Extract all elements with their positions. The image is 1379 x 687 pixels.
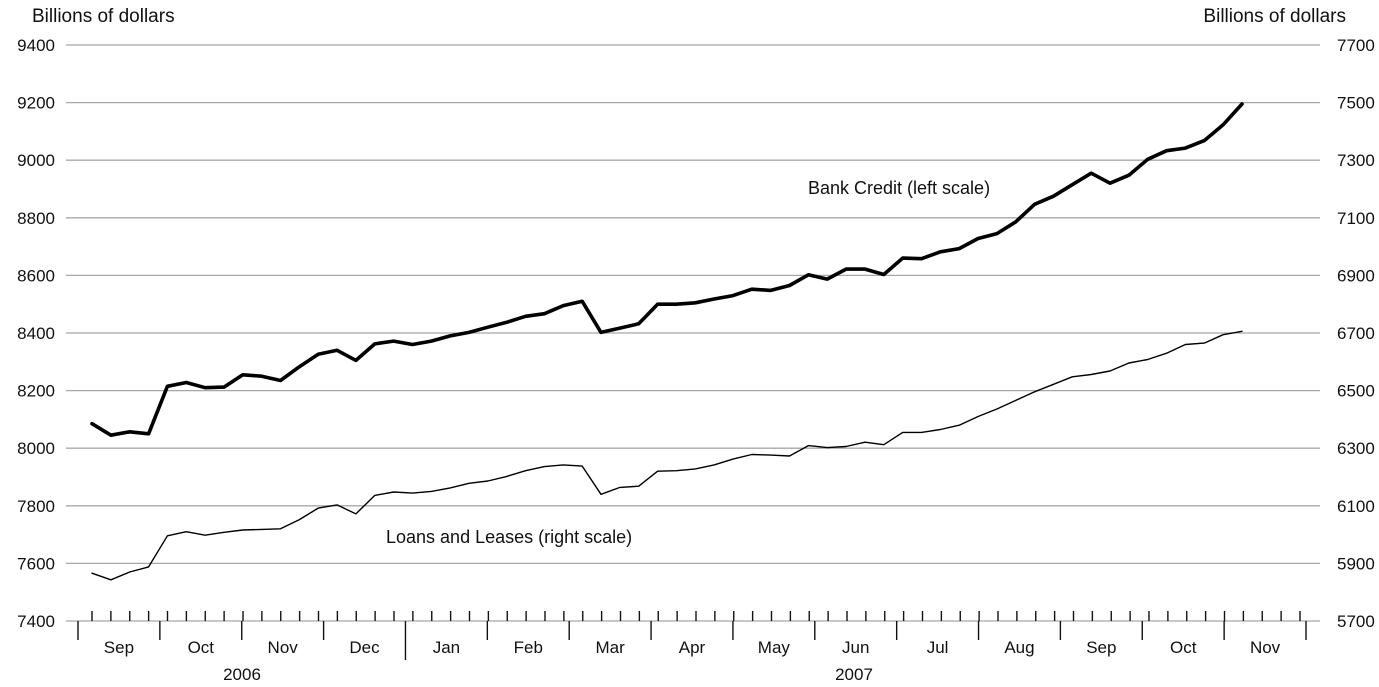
month-label: Mar [595, 638, 625, 657]
month-label: Oct [1170, 638, 1197, 657]
left-tick-label: 8000 [17, 439, 55, 458]
month-label: Apr [679, 638, 706, 657]
month-label: Sep [104, 638, 134, 657]
left-axis: 7400 7600 7800 8000 8200 8400 8600 8800 9000 9200… [17, 36, 55, 631]
month-label: May [758, 638, 791, 657]
left-tick-label: 9200 [17, 94, 55, 113]
loans-leases-series-label: Loans and Leases (right scale) [386, 527, 632, 547]
year-label: 2007 [835, 665, 873, 684]
right-tick-label: 7500 [1337, 94, 1375, 113]
month-label: Nov [1250, 638, 1281, 657]
left-tick-label: 9400 [17, 36, 55, 55]
right-tick-label: 5900 [1337, 554, 1375, 573]
right-tick-label: 6700 [1337, 324, 1375, 343]
left-tick-label: 8200 [17, 382, 55, 401]
right-tick-label: 7100 [1337, 209, 1375, 228]
month-label: Nov [268, 638, 299, 657]
right-tick-label: 7300 [1337, 151, 1375, 170]
left-tick-label: 7800 [17, 497, 55, 516]
right-tick-label: 6100 [1337, 497, 1375, 516]
month-label: Dec [349, 638, 380, 657]
right-tick-label: 7700 [1337, 36, 1375, 55]
month-label: Sep [1086, 638, 1116, 657]
x-axis: Sep Oct Nov Dec Jan Feb Mar Apr May Jun Jul Aug Sep O… [77, 611, 1307, 684]
month-label: Jun [842, 638, 869, 657]
year-label: 2006 [223, 665, 261, 684]
month-label: Jan [433, 638, 460, 657]
loans-leases-line [91, 330, 1243, 581]
right-axis: 5700 5900 6100 6300 6500 6700 6900 7100 7300 7500… [1337, 36, 1375, 631]
series-group [90, 102, 1244, 581]
gridlines [66, 44, 1320, 622]
left-axis-title: Billions of dollars [32, 6, 175, 27]
left-tick-label: 8600 [17, 266, 55, 285]
right-tick-label: 5700 [1337, 612, 1375, 631]
month-label: Oct [188, 638, 215, 657]
right-tick-label: 6500 [1337, 382, 1375, 401]
month-label: Aug [1004, 638, 1034, 657]
month-label: Jul [927, 638, 949, 657]
left-tick-label: 8400 [17, 324, 55, 343]
right-tick-label: 6300 [1337, 439, 1375, 458]
left-tick-label: 7400 [17, 612, 55, 631]
left-tick-label: 7600 [17, 554, 55, 573]
bank-credit-line [90, 102, 1244, 438]
left-tick-label: 9000 [17, 151, 55, 170]
right-axis-title: Billions of dollars [1203, 6, 1346, 27]
month-label: Feb [514, 638, 543, 657]
bank-credit-series-label: Bank Credit (left scale) [808, 178, 990, 198]
right-tick-label: 6900 [1337, 266, 1375, 285]
left-tick-label: 8800 [17, 209, 55, 228]
